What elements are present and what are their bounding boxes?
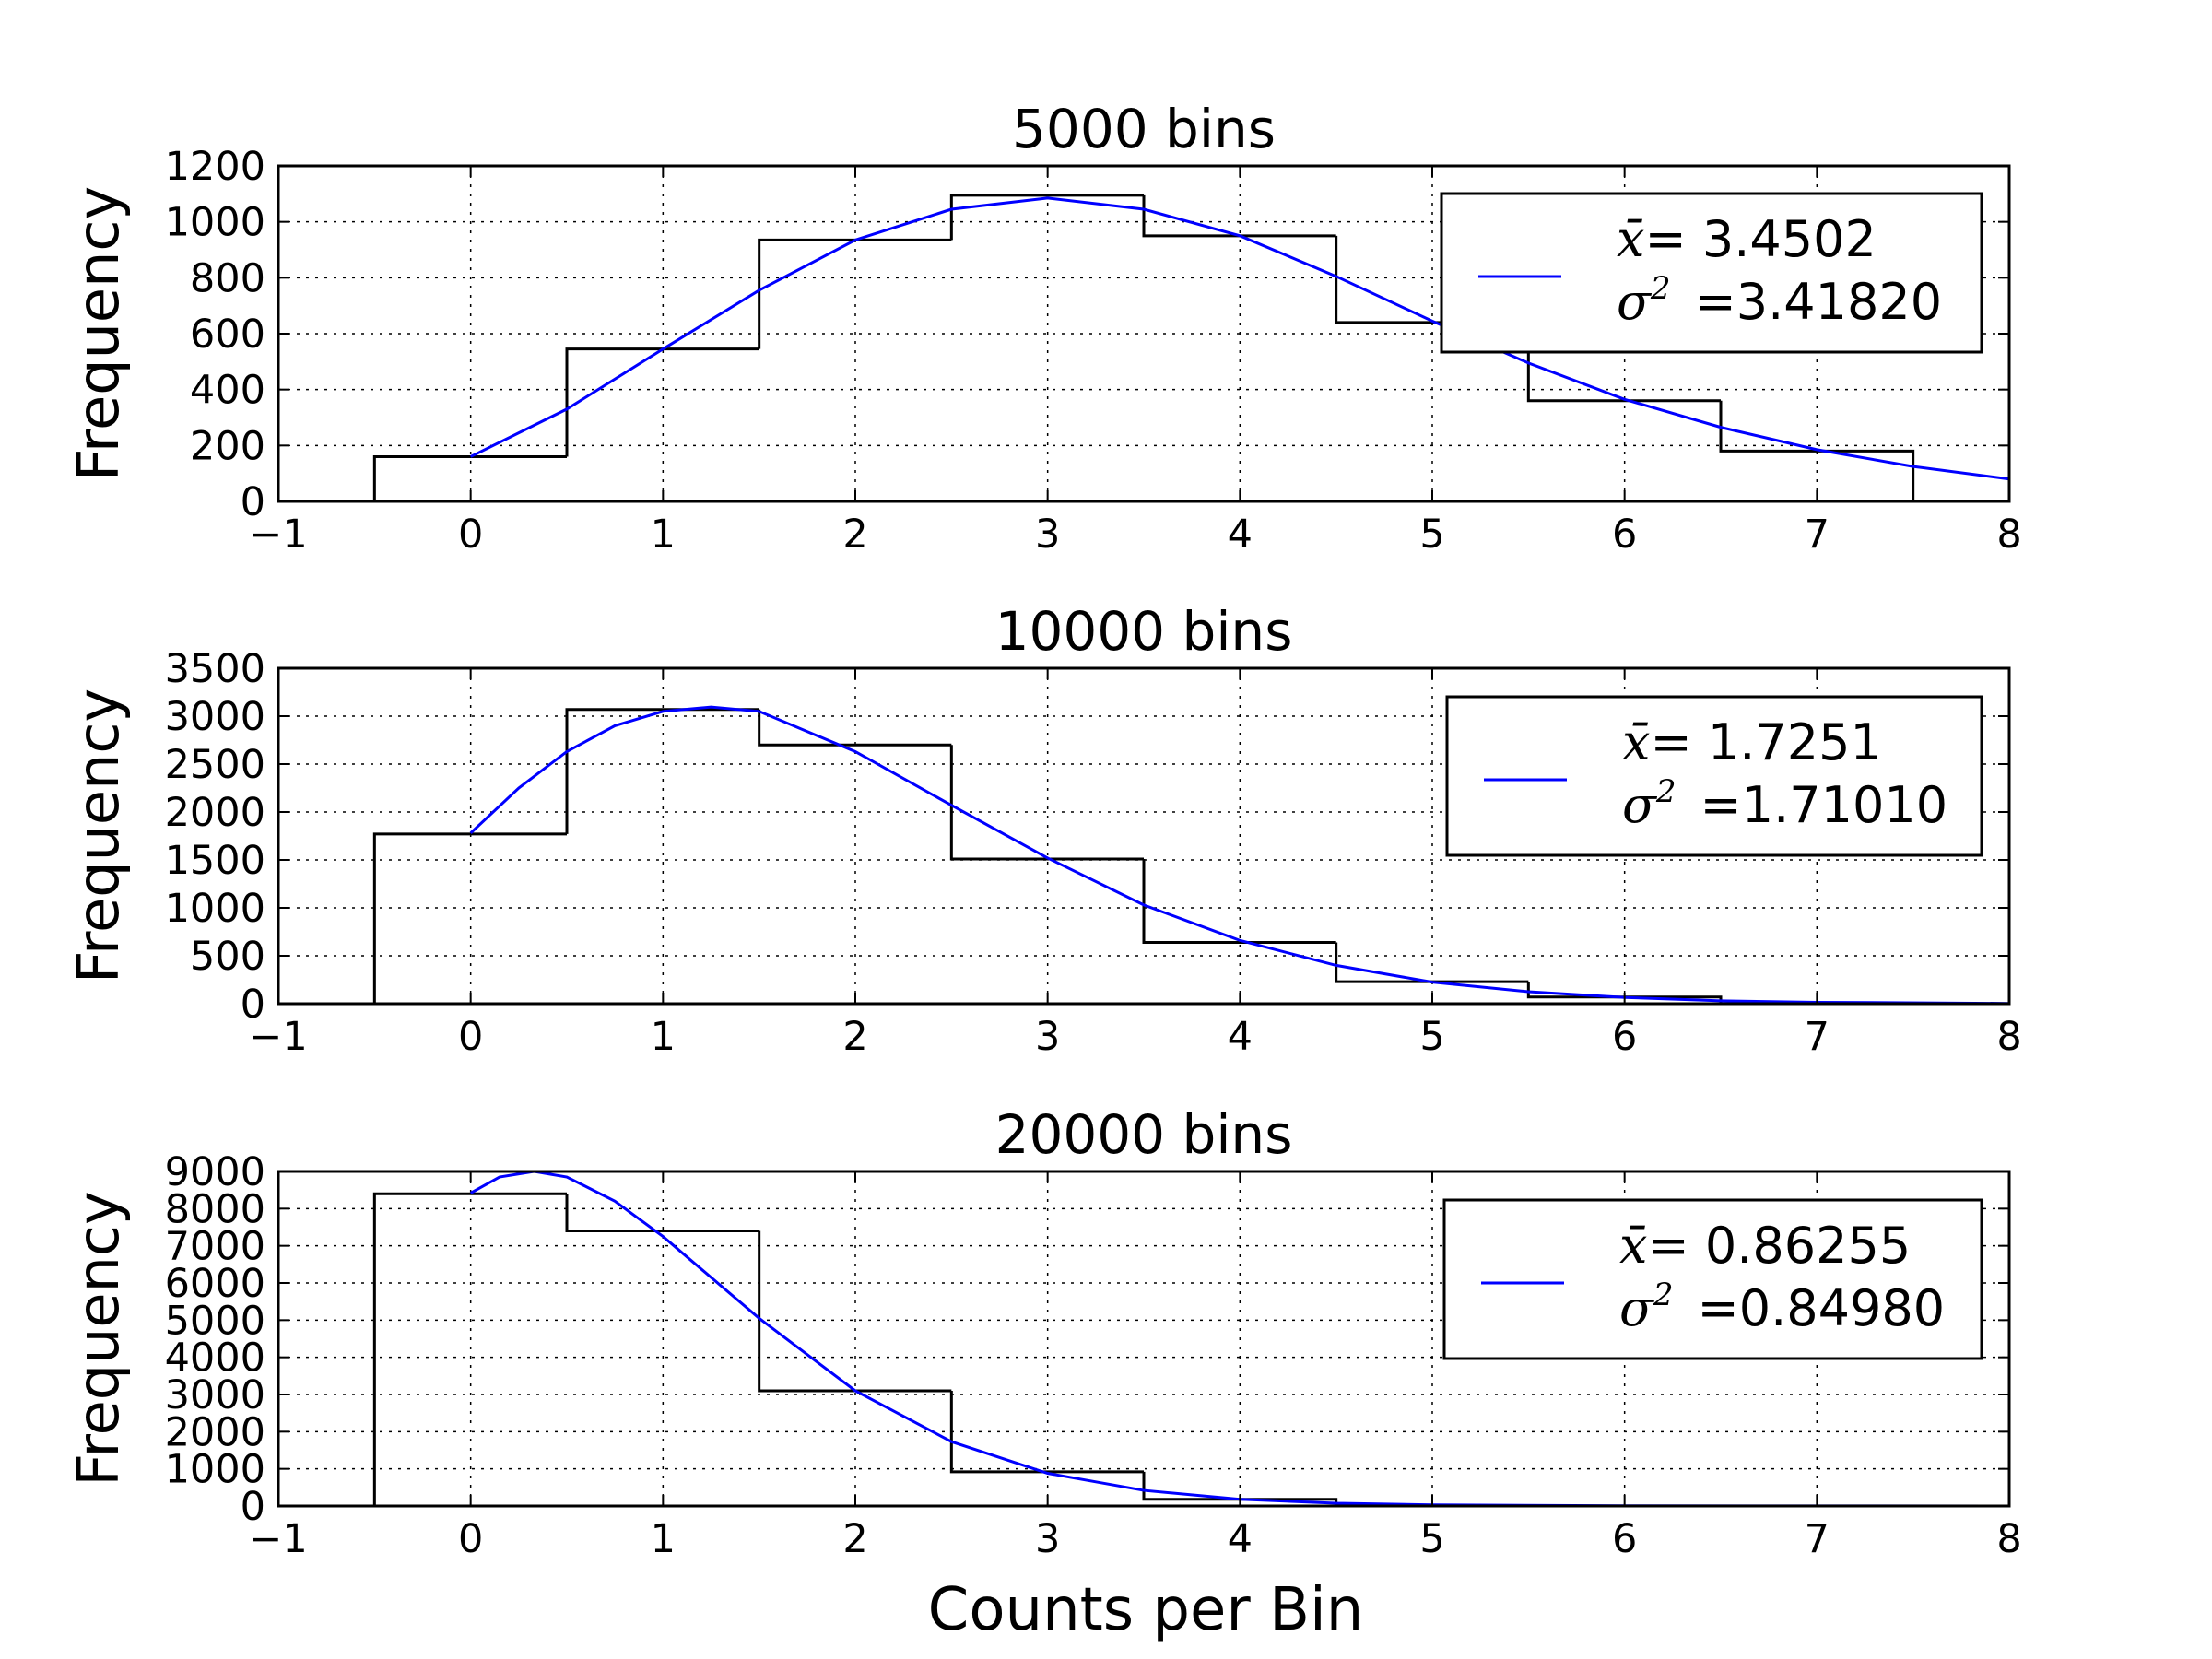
x-tick-label: 5 [1419,1516,1444,1562]
x-tick-label: 6 [1612,512,1637,558]
x-tick-label: 7 [1805,1516,1830,1562]
x-tick-label: 3 [1035,1516,1060,1562]
legend-variance-text: σ2 =3.41820 [1617,270,1942,331]
y-tick-label: 5000 [165,1298,265,1344]
y-tick-label: 1000 [165,886,265,932]
x-tick-label: 1 [651,1516,676,1562]
x-axis-label: Counts per Bin [928,1576,1364,1644]
histogram-bar [758,709,952,747]
x-tick-label: 1 [651,1014,676,1060]
legend-box [1445,695,1983,857]
axes-frame [276,666,2011,1006]
fit-curve [470,196,2010,481]
y-tick-label: 0 [241,982,265,1028]
y-tick-label: 4000 [165,1335,265,1382]
y-tick-label: 2000 [165,1409,265,1455]
y-tick-label: 0 [241,1484,265,1530]
y-tick-label: 2500 [165,742,265,788]
y-tick-label: 1000 [165,1447,265,1493]
x-tick-label: 4 [1228,1014,1253,1060]
y-tick-label: 3000 [165,694,265,740]
y-tick-label: 8000 [165,1186,265,1232]
y-axis-label: Frequency [65,1191,132,1486]
histogram-bar [758,238,952,349]
y-tick-label: 2000 [165,790,265,836]
x-tick-label: −1 [249,1014,307,1060]
legend-box [1440,192,1983,354]
histogram-bar [372,1192,567,1506]
chart-panel-3: −1 0 1 2 3 4 5 6 7 801000200030004000500060007000… [65,1103,2022,1562]
histogram-bar [565,1194,759,1233]
histogram-bar [1142,858,1336,944]
x-tick-label: 2 [842,1014,867,1060]
histogram-bar [949,745,1144,861]
y-tick-label: 3500 [165,646,265,692]
axes-frame [276,1170,2011,1508]
x-tick-label: 2 [842,512,867,558]
legend-variance-text: σ2 =0.84980 [1619,1277,1945,1337]
x-tick-label: 5 [1419,512,1444,558]
x-tick-label: 2 [842,1516,867,1562]
x-tick-label: 0 [458,1516,483,1562]
x-tick-label: 4 [1228,1516,1253,1562]
x-tick-label: 6 [1612,1014,1637,1060]
x-tick-label: 5 [1419,1014,1444,1060]
histogram-bar [1335,942,1529,983]
x-tick-label: 1 [651,512,676,558]
y-tick-label: 6000 [165,1261,265,1307]
x-tick-label: 3 [1035,1014,1060,1060]
histogram-bar [565,347,759,457]
y-tick-label: 600 [190,312,265,358]
y-tick-label: 1200 [165,144,265,190]
x-tick-label: −1 [249,512,307,558]
legend-mean-text: x̄= 1.7251 [1622,713,1882,771]
chart-title: 5000 bins [1012,98,1276,160]
y-tick-label: 1000 [165,200,265,246]
chart-title: 20000 bins [995,1103,1293,1166]
x-tick-label: 4 [1228,512,1253,558]
y-tick-label: 500 [190,934,265,980]
x-tick-label: 6 [1612,1516,1637,1562]
x-tick-label: 7 [1805,1014,1830,1060]
histogram-bar [372,454,567,501]
x-tick-label: 8 [1996,1516,2021,1562]
histogram-bar [949,194,1144,241]
y-tick-label: 200 [190,423,265,469]
legend-box [1442,1198,1983,1360]
histogram-bar [949,1390,1144,1474]
x-tick-label: 3 [1035,512,1060,558]
y-axis-label: Frequency [65,186,132,481]
legend-mean-text: x̄= 3.4502 [1617,210,1877,268]
y-tick-label: 1500 [165,838,265,884]
x-tick-label: 0 [458,512,483,558]
legend-mean-text: x̄= 0.86255 [1619,1217,1911,1275]
y-tick-label: 400 [190,368,265,414]
x-tick-label: 8 [1996,1014,2021,1060]
y-tick-label: 800 [190,255,265,301]
y-tick-label: 9000 [165,1149,265,1195]
x-tick-label: −1 [249,1516,307,1562]
x-tick-label: 7 [1805,512,1830,558]
chart-panel-2: −1 0 1 2 3 4 5 6 7 805001000150020002500300035001… [65,600,2022,1060]
y-axis-label: Frequency [65,688,132,983]
x-tick-label: 0 [458,1014,483,1060]
x-tick-label: 8 [1996,512,2021,558]
y-tick-label: 7000 [165,1224,265,1270]
y-tick-label: 0 [241,479,265,525]
chart-title: 10000 bins [995,600,1293,663]
fit-curve [469,1170,2010,1508]
legend-variance-text: σ2 =1.71010 [1622,773,1947,834]
histogram-bar [758,1230,952,1393]
histogram-bar [372,832,567,1004]
y-tick-label: 3000 [165,1372,265,1418]
